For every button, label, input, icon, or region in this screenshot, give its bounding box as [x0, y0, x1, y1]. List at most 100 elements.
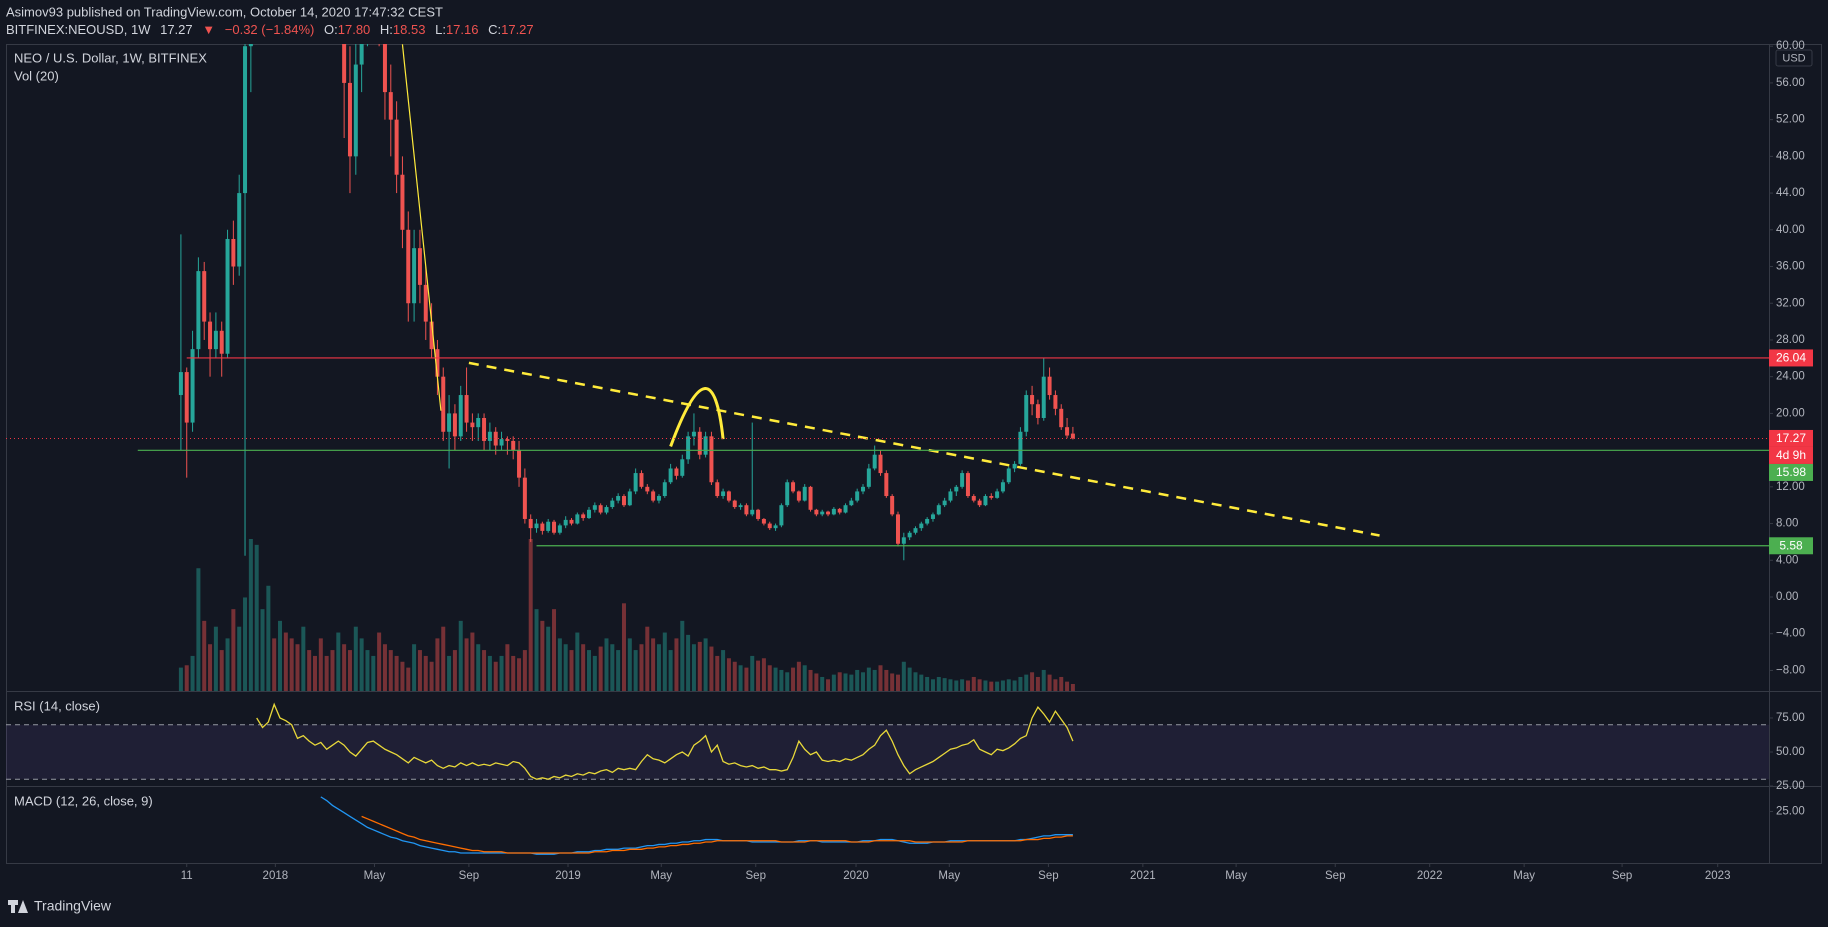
volume-bar	[272, 638, 277, 691]
candle-body	[785, 482, 790, 506]
volume-bar	[307, 650, 312, 691]
ohlc-value: 17.80	[338, 22, 371, 37]
volume-bar	[592, 655, 597, 691]
candle-body	[855, 491, 860, 501]
x-tick-label: Sep	[1612, 870, 1632, 882]
volume-bar	[347, 650, 352, 691]
volume-bar	[464, 638, 469, 691]
candle-body	[697, 431, 702, 455]
candle-body	[965, 473, 970, 497]
candle-body	[587, 509, 592, 519]
y-tick-label: 75.00	[1776, 712, 1805, 724]
y-tick-label: 25.00	[1776, 780, 1805, 792]
candle-body	[511, 440, 516, 451]
candle-body	[476, 417, 481, 428]
volume-bar	[429, 661, 434, 691]
indicator-line	[256, 702, 1074, 780]
candle-body	[213, 330, 218, 350]
volume-bar	[691, 644, 696, 691]
candle-body	[761, 518, 766, 524]
candle-body	[925, 518, 930, 524]
volume-bar	[575, 632, 580, 691]
volume-bar	[639, 644, 644, 691]
candle-body	[651, 491, 656, 501]
candle-body	[715, 482, 720, 497]
volume-bar	[301, 626, 306, 691]
volume-bar	[295, 644, 300, 691]
volume-bar	[581, 644, 586, 691]
volume-bar	[447, 655, 452, 691]
volume-bar	[394, 655, 399, 691]
candle-body	[429, 321, 434, 350]
volume-bar	[406, 667, 411, 691]
volume-bar	[417, 650, 422, 691]
volume-bar	[1065, 681, 1070, 691]
candle-body	[464, 395, 469, 423]
volume-bar	[184, 665, 189, 691]
y-tick-label: 4.00	[1776, 554, 1798, 566]
volume-bar	[178, 667, 183, 691]
candle-body	[248, 44, 253, 47]
candle-body	[225, 238, 230, 354]
candle-body	[971, 496, 976, 501]
candle-body	[686, 436, 691, 460]
candle-body	[452, 413, 457, 437]
volume-bar	[697, 641, 702, 691]
volume-bar	[785, 672, 790, 691]
volume-bar	[1053, 679, 1058, 691]
candle-body	[1059, 408, 1064, 428]
y-tick-label: 0.00	[1776, 591, 1798, 603]
trendline	[401, 44, 442, 411]
volume-bar	[528, 539, 533, 691]
level-label: 5.58	[1779, 538, 1803, 552]
candle-body	[208, 321, 213, 350]
volume-bar	[359, 638, 364, 691]
volume-bar	[616, 650, 621, 691]
candle-body	[872, 454, 877, 469]
volume-bar	[487, 655, 492, 691]
ohlc-label: O:	[324, 22, 338, 37]
volume-bar	[901, 661, 906, 691]
candle-body	[750, 509, 755, 515]
volume-bar	[925, 676, 930, 691]
level-label-bg	[1769, 537, 1813, 555]
volume-bar	[534, 609, 539, 691]
y-tick-label: −4.00	[1776, 628, 1805, 640]
y-tick-label: 24.00	[1776, 371, 1805, 383]
last-price-label: 17.27	[1776, 431, 1806, 445]
candle-body	[1047, 376, 1052, 396]
volume-bar	[458, 620, 463, 691]
candle-body	[575, 514, 580, 524]
candle-body	[907, 532, 912, 538]
volume-bar	[312, 655, 317, 691]
volume-bar	[919, 674, 924, 691]
volume-bar	[995, 681, 1000, 691]
volume-bar	[1059, 676, 1064, 691]
volume-bar	[627, 638, 632, 691]
x-tick-label: Sep	[746, 870, 766, 882]
price: 17.27	[160, 22, 193, 37]
candle-body	[843, 505, 848, 513]
x-tick-label: May	[364, 870, 386, 882]
candle-body	[808, 486, 813, 510]
volume-bar	[604, 638, 609, 691]
candle-body	[505, 439, 510, 441]
volume-bar	[1035, 676, 1040, 691]
volume-bar	[1006, 679, 1011, 691]
x-tick-label: May	[938, 870, 960, 882]
candle-body	[674, 468, 679, 476]
volume-bar	[855, 669, 860, 691]
y-tick-label: 36.00	[1776, 261, 1805, 273]
y-tick-label: −8.00	[1776, 664, 1805, 676]
candle-body	[913, 528, 918, 533]
candle-body	[487, 431, 492, 441]
level-label: 26.04	[1776, 351, 1806, 365]
candle-body	[441, 376, 446, 432]
volume-bar	[872, 669, 877, 691]
candle-body	[202, 271, 207, 322]
candle-body	[470, 422, 475, 428]
pane	[6, 44, 1769, 691]
last-price-label-bg	[1769, 429, 1813, 447]
volume-bar	[907, 667, 912, 691]
candle-body	[219, 330, 224, 354]
